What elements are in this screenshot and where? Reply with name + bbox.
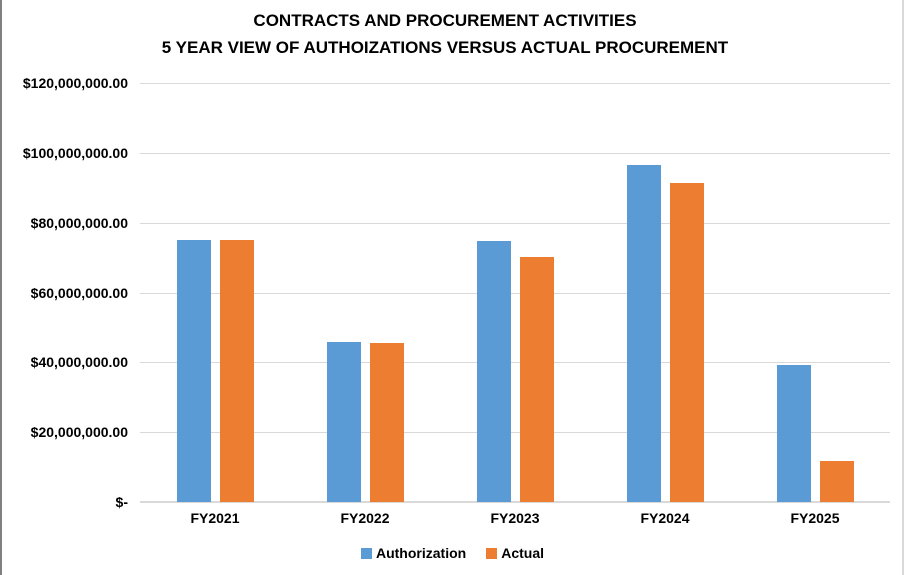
chart-title-line1: CONTRACTS AND PROCUREMENT ACTIVITIES bbox=[253, 11, 637, 30]
bar-actual-fy2023 bbox=[519, 256, 554, 502]
chart-title: CONTRACTS AND PROCUREMENT ACTIVITIES 5 Y… bbox=[0, 7, 890, 61]
legend-label-authorization: Authorization bbox=[375, 545, 467, 561]
y-tick-label: $100,000,000.00 bbox=[22, 144, 128, 161]
x-tick-label-fy2021: FY2021 bbox=[190, 510, 240, 526]
x-axis-line bbox=[140, 501, 890, 503]
left-edge-line bbox=[0, 0, 2, 575]
bar-authorization-fy2021 bbox=[176, 240, 211, 502]
y-tick-label: $- bbox=[115, 494, 128, 510]
legend-swatch-actual bbox=[486, 547, 498, 559]
x-tick-label-fy2025: FY2025 bbox=[790, 510, 840, 526]
gridline bbox=[140, 152, 890, 154]
chart-title-line2: 5 YEAR VIEW OF AUTHOIZATIONS VERSUS ACTU… bbox=[161, 38, 729, 57]
x-tick-label-fy2024: FY2024 bbox=[640, 510, 690, 526]
x-tick-label-fy2023: FY2023 bbox=[490, 510, 540, 526]
gridline bbox=[140, 83, 890, 84]
right-edge-line bbox=[902, 0, 904, 575]
legend-label-actual: Actual bbox=[501, 545, 544, 561]
bar-authorization-fy2022 bbox=[326, 342, 361, 502]
y-tick-label: $120,000,000.00 bbox=[22, 75, 128, 91]
gridline bbox=[140, 292, 890, 294]
bar-actual-fy2022 bbox=[369, 343, 404, 502]
y-axis-labels: $- $20,000,000.00 $40,000,000.00 $60,000,00… bbox=[0, 75, 128, 510]
legend: Authorization Actual bbox=[0, 545, 905, 561]
bar-actual-fy2021 bbox=[219, 240, 254, 502]
bar-authorization-fy2023 bbox=[476, 240, 511, 502]
plot-area bbox=[140, 83, 890, 503]
y-tick-label: $80,000,000.00 bbox=[30, 214, 128, 231]
bar-authorization-fy2024 bbox=[626, 165, 661, 502]
x-tick-label-fy2022: FY2022 bbox=[340, 510, 390, 526]
legend-item-authorization: Authorization bbox=[360, 545, 467, 561]
gridline bbox=[140, 432, 890, 434]
y-tick-label: $40,000,000.00 bbox=[30, 354, 128, 371]
legend-swatch-authorization bbox=[360, 547, 372, 559]
bar-authorization-fy2025 bbox=[776, 364, 811, 502]
bar-actual-fy2024 bbox=[669, 182, 704, 502]
gridline bbox=[140, 222, 890, 224]
legend-item-actual: Actual bbox=[486, 545, 544, 561]
y-tick-label: $60,000,000.00 bbox=[30, 284, 128, 301]
y-tick-label: $20,000,000.00 bbox=[30, 424, 128, 441]
bar-actual-fy2025 bbox=[819, 461, 854, 502]
gridline bbox=[140, 362, 890, 364]
